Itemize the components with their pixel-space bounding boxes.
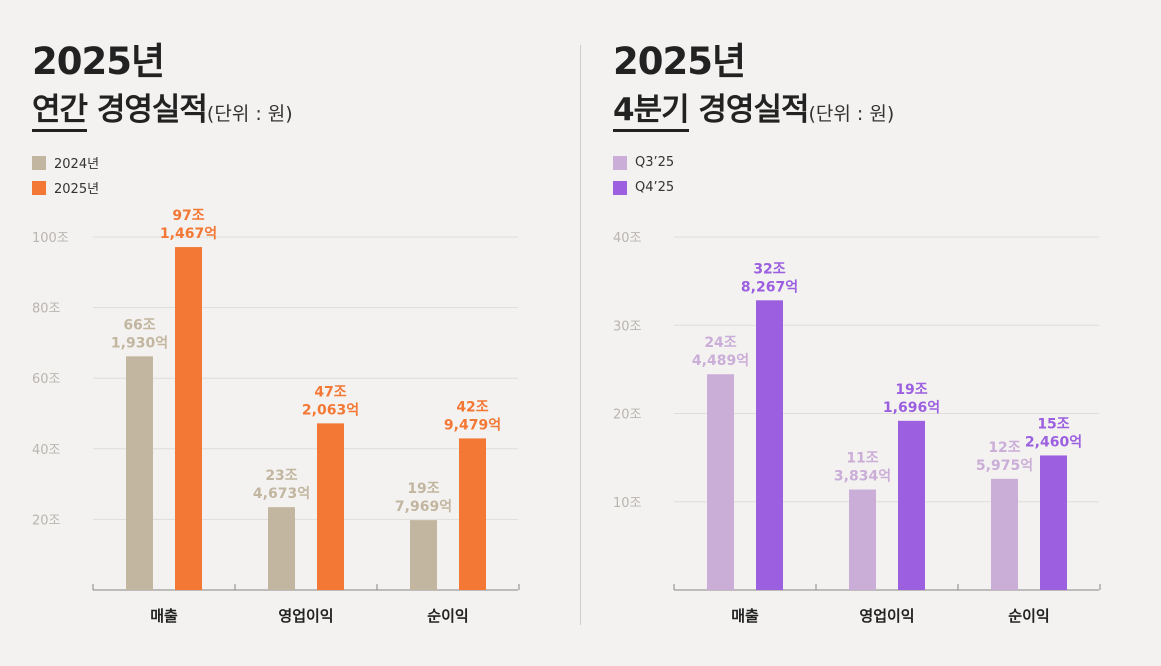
legend-label: 2025년 [54,182,100,197]
legend-label: 2024년 [54,157,100,172]
bar [1040,455,1067,590]
legend-label: Q4’25 [635,180,675,195]
y-tick-label: 30조 [613,319,642,334]
legend: 2024년 2025년 [32,150,99,200]
x-category-label: 영업이익 [278,607,333,625]
data-label-billion: 2,460억 [1025,434,1082,450]
x-category-label: 영업이익 [859,607,914,625]
legend-swatch [613,155,627,170]
legend-swatch [32,155,46,170]
bar [459,438,486,590]
data-label-trillion: 97조 [172,208,204,224]
legend-item-q4: Q4’25 [613,175,674,200]
unit-label: (단위 : 원) [808,103,895,125]
data-label-trillion: 19조 [407,481,439,497]
legend-item-2024: 2024년 [32,150,99,175]
y-tick-label: 40조 [32,443,61,458]
y-tick-label: 10조 [613,496,642,511]
y-tick-label: 100조 [32,231,69,246]
panel-title: 연간 경영실적(단위 : 원) [32,88,293,136]
data-label-billion: 3,834억 [834,469,891,485]
y-tick-label: 20조 [613,408,642,423]
data-label-trillion: 23조 [265,468,297,484]
bar [991,478,1018,590]
panel-title-year: 2025년 [613,40,746,83]
data-label-trillion: 66조 [123,317,155,333]
bar [268,507,295,590]
data-label-billion: 1,696억 [883,400,940,416]
title-rest: 경영실적 [688,92,809,128]
y-tick-label: 40조 [613,231,642,246]
data-label-trillion: 47조 [314,384,346,400]
legend-label: Q3’25 [635,155,675,170]
data-label-billion: 7,969억 [395,499,452,515]
bar [898,420,925,590]
legend-swatch [613,180,627,195]
data-label-trillion: 12조 [988,440,1020,456]
y-tick-label: 60조 [32,372,61,387]
legend-swatch [32,180,46,195]
bar [175,247,202,590]
unit-label: (단위 : 원) [206,103,293,125]
legend: Q3’25 Q4’25 [613,150,674,200]
bar [849,489,876,590]
data-label-billion: 4,673억 [253,486,310,502]
bar [126,356,153,590]
legend-item-2025: 2025년 [32,175,99,200]
y-tick-label: 80조 [32,302,61,317]
data-label-trillion: 24조 [704,335,736,351]
data-label-billion: 8,267억 [741,279,798,295]
x-category-label: 매출 [150,607,178,625]
data-label-trillion: 19조 [895,382,927,398]
data-label-billion: 2,063억 [302,402,359,418]
data-label-trillion: 15조 [1037,416,1069,432]
panel-title-year: 2025년 [32,40,165,83]
bar [756,300,783,590]
data-label-billion: 5,975억 [976,458,1033,474]
data-label-billion: 1,467억 [160,226,217,242]
data-label-billion: 1,930억 [111,335,168,351]
data-label-billion: 4,489억 [692,353,749,369]
data-label-trillion: 11조 [846,451,878,467]
bar [707,374,734,590]
data-label-billion: 9,479억 [444,417,501,433]
title-underlined: 4분기 [613,92,690,132]
x-category-label: 순이익 [427,607,468,625]
panel-title: 4분기 경영실적(단위 : 원) [613,88,894,136]
x-category-label: 매출 [731,607,759,625]
panel-divider [580,45,581,625]
data-label-trillion: 42조 [456,399,488,415]
bar [410,520,437,590]
legend-item-q3: Q3’25 [613,150,674,175]
data-label-trillion: 32조 [753,261,785,277]
title-rest: 경영실적 [87,92,208,128]
bar [317,423,344,590]
x-category-label: 순이익 [1008,607,1049,625]
title-underlined: 연간 [32,92,88,132]
y-tick-label: 20조 [32,513,61,528]
